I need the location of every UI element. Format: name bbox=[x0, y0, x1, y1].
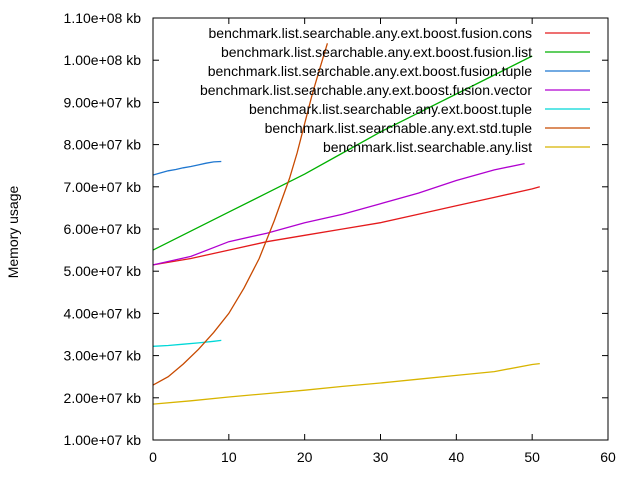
y-tick-label: 1.10e+08 kb bbox=[64, 10, 142, 26]
series-line-5 bbox=[153, 339, 222, 347]
y-tick-label: 2.00e+07 kb bbox=[64, 390, 142, 406]
y-tick-label: 5.00e+07 kb bbox=[64, 263, 142, 279]
series-line-1 bbox=[153, 186, 540, 266]
legend: benchmark.list.searchable.any.ext.boost.… bbox=[200, 25, 590, 155]
x-tick-label: 0 bbox=[149, 449, 157, 465]
x-tick-label: 10 bbox=[221, 449, 237, 465]
series-line-2 bbox=[153, 55, 533, 251]
y-tick-label: 1.00e+08 kb bbox=[64, 52, 142, 68]
series-line-7 bbox=[153, 362, 540, 405]
x-tick-label: 30 bbox=[373, 449, 389, 465]
x-tick-label: 50 bbox=[524, 449, 540, 465]
legend-label: benchmark.list.searchable.any.ext.boost.… bbox=[200, 82, 532, 98]
legend-label: benchmark.list.searchable.any.ext.boost.… bbox=[221, 44, 532, 60]
legend-label: benchmark.list.searchable.any.ext.boost.… bbox=[249, 101, 532, 117]
y-tick-label: 6.00e+07 kb bbox=[64, 221, 142, 237]
y-tick-label: 7.00e+07 kb bbox=[64, 179, 142, 195]
ticks-layer: 0 10 20 30 40 50 60 1.00e+07 kb 2.00e+07 kb 3.00e… bbox=[64, 10, 616, 465]
y-tick-label: 1.00e+07 kb bbox=[64, 432, 142, 448]
x-tick-label: 20 bbox=[297, 449, 313, 465]
legend-label: benchmark.list.searchable.any.ext.boost.… bbox=[209, 25, 532, 41]
y-tick-label: 3.00e+07 kb bbox=[64, 348, 142, 364]
y-tick-label: 8.00e+07 kb bbox=[64, 137, 142, 153]
x-tick-label: 40 bbox=[449, 449, 465, 465]
x-tick-label: 60 bbox=[600, 449, 616, 465]
y-tick-label: 4.00e+07 kb bbox=[64, 305, 142, 321]
legend-label: benchmark.list.searchable.any.list bbox=[323, 139, 532, 155]
legend-label: benchmark.list.searchable.any.ext.boost.… bbox=[208, 63, 532, 79]
y-axis-label: Memory usage bbox=[5, 185, 21, 278]
y-tick-label: 9.00e+07 kb bbox=[64, 94, 142, 110]
series-line-3 bbox=[153, 160, 222, 176]
series-layer bbox=[153, 43, 540, 405]
series-line-4 bbox=[153, 162, 525, 266]
series-line-6 bbox=[153, 43, 329, 386]
legend-label: benchmark.list.searchable.any.ext.std.tu… bbox=[265, 120, 533, 136]
